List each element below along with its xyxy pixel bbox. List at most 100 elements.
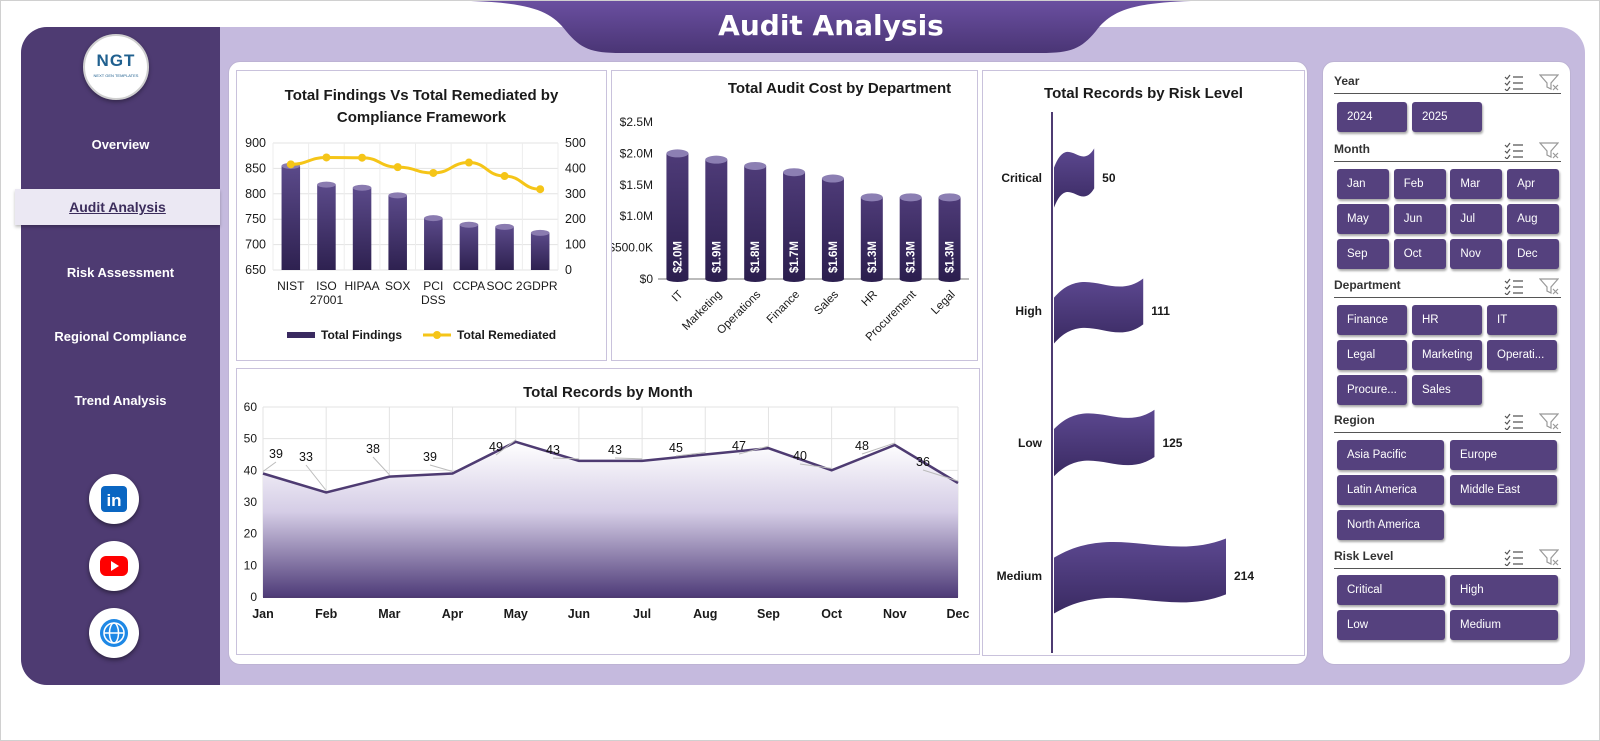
slicer-button-risk-level-low[interactable]: Low	[1337, 610, 1445, 640]
slicer-button-department-procure[interactable]: Procure...	[1337, 375, 1407, 405]
slicer-label: Month	[1334, 142, 1370, 156]
data-label-leader	[738, 445, 769, 455]
clear-filter-icon[interactable]	[1538, 412, 1560, 430]
cost-bar-top	[899, 193, 922, 202]
records-data-label: 33	[299, 450, 313, 464]
slicer-button-month-jun[interactable]: Jun	[1393, 204, 1446, 234]
nav-overview[interactable]: Overview	[91, 137, 150, 152]
data-label-leader	[372, 456, 390, 476]
records-line	[262, 440, 959, 494]
clear-filter-icon[interactable]	[1538, 548, 1560, 566]
slicer-button-department-it[interactable]: IT	[1487, 305, 1557, 335]
y2-tick-label: 100	[565, 238, 586, 252]
multi-select-icon[interactable]	[1504, 277, 1524, 296]
slicer-button-month-oct[interactable]: Oct	[1393, 239, 1446, 269]
linkedin-button[interactable]: in	[89, 474, 139, 524]
slicer-button-month-mar[interactable]: Mar	[1450, 169, 1503, 199]
clear-filter-icon[interactable]	[1538, 277, 1560, 295]
website-button[interactable]	[89, 608, 139, 658]
slicer-button-month-feb[interactable]: Feb	[1393, 169, 1446, 199]
slicer-button-region-middle-east[interactable]: Middle East	[1450, 475, 1557, 505]
x-tick-label: SOX	[385, 279, 410, 293]
clear-filter-icon[interactable]	[1538, 141, 1560, 159]
slicer-button-month-jul[interactable]: Jul	[1450, 204, 1503, 234]
slicer-button-year-2024[interactable]: 2024	[1337, 102, 1407, 132]
slicer-button-year-2025[interactable]: 2025	[1412, 102, 1482, 132]
risk-value-label: 125	[1162, 436, 1182, 450]
linkedin-icon: in	[101, 486, 127, 512]
risk-flag-bar	[1054, 409, 1155, 477]
findings-bar-top	[530, 229, 550, 236]
slicer-label: Risk Level	[1334, 549, 1394, 563]
slicer-button-region-europe[interactable]: Europe	[1450, 440, 1557, 470]
findings-bar-top	[317, 181, 336, 188]
multi-select-icon[interactable]	[1504, 73, 1524, 92]
slicer-button-month-sep[interactable]: Sep	[1337, 239, 1389, 269]
data-label-leader	[922, 469, 959, 482]
risk-level-card: Total Records by Risk Level Critical 50 Hi…	[982, 70, 1305, 656]
slicer-button-region-north-america[interactable]: North America	[1337, 510, 1444, 540]
cost-bar-top	[860, 193, 883, 202]
nav-regional-compliance[interactable]: Regional Compliance	[54, 329, 187, 344]
slicer-button-month-jan[interactable]: Jan	[1337, 169, 1389, 199]
cost-bar	[705, 159, 728, 279]
cost-bar	[666, 153, 689, 279]
x-tick-label: Sep	[757, 607, 780, 621]
cost-data-label: $1.9M	[711, 241, 723, 273]
slicer-button-month-apr[interactable]: Apr	[1507, 169, 1560, 199]
x-tick-label: HR	[860, 289, 880, 309]
slicer-button-region-latin-america[interactable]: Latin America	[1337, 475, 1444, 505]
slicer-button-department-legal[interactable]: Legal	[1337, 340, 1407, 370]
slicer-button-month-may[interactable]: May	[1337, 204, 1389, 234]
slicer-button-department-hr[interactable]: HR	[1412, 305, 1482, 335]
slicer-button-region-asia-pacific[interactable]: Asia Pacific	[1337, 440, 1444, 470]
records-by-month-chart: 60 50 40 30 20 10 0 39 33 38 39 49 43 43 45 47 40 48 36 Jan…	[244, 400, 970, 621]
multi-select-icon[interactable]	[1504, 412, 1524, 431]
y-tick-label: 40	[244, 463, 258, 477]
risk-flag-bar	[1054, 538, 1226, 614]
cost-bar-bottom	[783, 276, 806, 282]
legend-findings-swatch	[287, 332, 315, 338]
slicer-button-risk-level-critical[interactable]: Critical	[1337, 575, 1445, 605]
slicer-button-risk-level-high[interactable]: High	[1450, 575, 1558, 605]
multi-select-icon[interactable]	[1504, 141, 1524, 160]
risk-category-label: High	[1015, 304, 1042, 318]
slicer-button-department-sales[interactable]: Sales	[1412, 375, 1482, 405]
x-tick-label: Sales	[812, 288, 841, 317]
y-tick-label: 60	[244, 400, 258, 414]
slicer-button-month-nov[interactable]: Nov	[1450, 239, 1503, 269]
y2-tick-label: 500	[565, 136, 586, 150]
nav-trend-analysis[interactable]: Trend Analysis	[74, 393, 167, 408]
slicer-button-month-aug[interactable]: Aug	[1507, 204, 1560, 234]
slicer-button-month-dec[interactable]: Dec	[1507, 239, 1560, 269]
x-tick-label: Finance	[765, 289, 802, 326]
y-tick-label: 50	[244, 432, 258, 446]
findings-bar	[388, 195, 407, 270]
audit-cost-card: Total Audit Cost by Department $2.5M $2.0…	[611, 70, 978, 361]
x-tick-label: Dec	[947, 607, 970, 621]
clear-filter-icon[interactable]	[1538, 73, 1560, 91]
y-tick-label: 700	[245, 238, 266, 252]
y2-tick-label: 300	[565, 187, 586, 201]
slicer-button-department-operati[interactable]: Operati...	[1487, 340, 1557, 370]
company-logo: NGT NEXT GEN TEMPLATES	[83, 34, 149, 100]
cost-bar	[783, 172, 806, 279]
x-tick-label: CCPA	[453, 279, 485, 293]
audit-cost-chart-title: Total Audit Cost by Department	[727, 80, 952, 97]
multi-select-icon[interactable]	[1504, 548, 1524, 567]
x-tick-label: SOC 2	[487, 279, 523, 293]
slicer-button-department-finance[interactable]: Finance	[1337, 305, 1407, 335]
y-tick-label: 800	[245, 187, 266, 201]
legend-remediated-label: Total Remediated	[457, 328, 556, 342]
risk-level-chart-title: Total Records by Risk Level	[1044, 85, 1243, 102]
y2-tick-label: 400	[565, 161, 586, 175]
nav-audit-analysis[interactable]: Audit Analysis	[15, 189, 220, 225]
risk-value-label: 50	[1102, 171, 1116, 185]
y-tick-label: $2.0M	[620, 146, 653, 160]
slicer-button-department-marketing[interactable]: Marketing	[1412, 340, 1482, 370]
youtube-button[interactable]	[89, 541, 139, 591]
slicer-button-risk-level-medium[interactable]: Medium	[1450, 610, 1558, 640]
nav-risk-assessment[interactable]: Risk Assessment	[66, 265, 175, 280]
y-tick-label: 0	[250, 590, 257, 604]
x-tick-label: 27001	[310, 293, 344, 307]
